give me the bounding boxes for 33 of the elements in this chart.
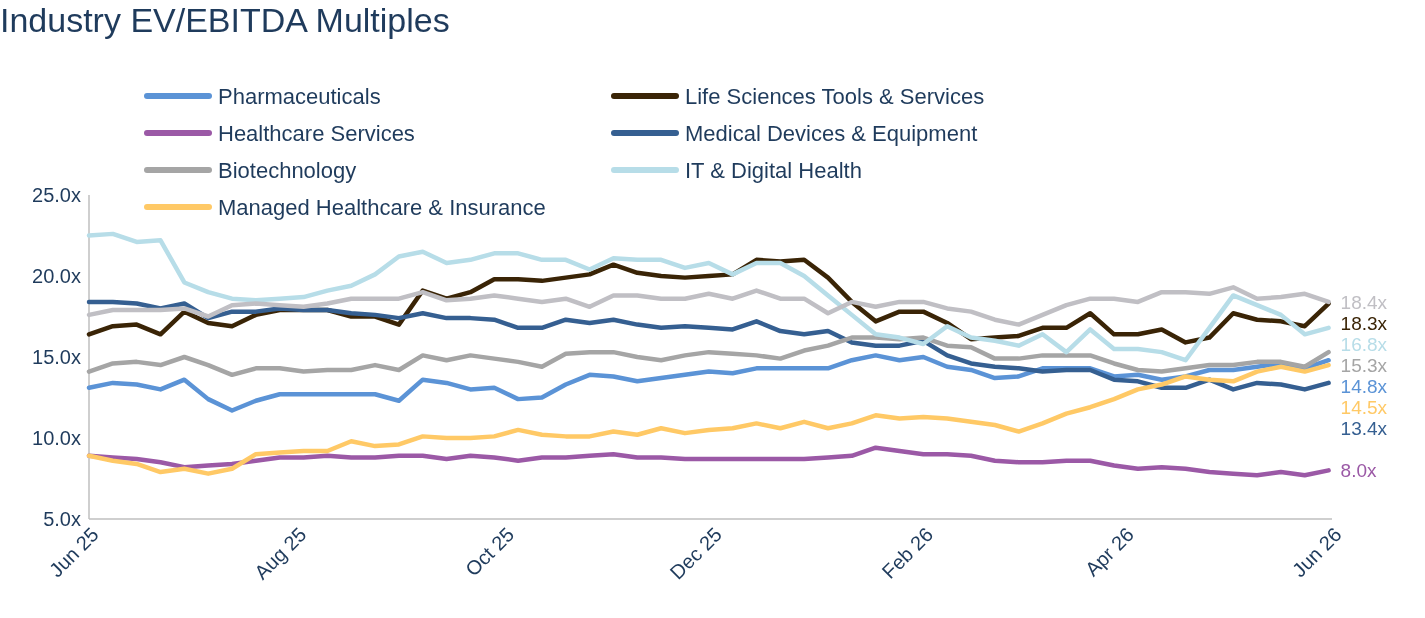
x-tick-label: Oct 25 [461, 523, 519, 581]
line-series [86, 335, 1331, 378]
data-label: 14.5x [1340, 396, 1388, 418]
x-tick-label: Aug 25 [250, 523, 311, 584]
legend-label: Managed Healthcare & Insurance [218, 194, 546, 220]
y-tick-label: 20.0x [32, 265, 81, 287]
legend-label: IT & Digital Health [685, 157, 862, 183]
y-tick-label: 5.0x [43, 508, 81, 530]
legend-label: Medical Devices & Equipment [685, 120, 978, 146]
line-series [86, 362, 1331, 476]
x-tick-label: Jun 26 [1287, 523, 1346, 582]
legend-label: Life Sciences Tools & Services [685, 83, 985, 109]
chart-title: Industry EV/EBITDA Multiples [0, 1, 450, 39]
y-tick-label: 15.0x [32, 346, 81, 368]
y-tick-label: 25.0x [32, 184, 81, 206]
line-series [86, 353, 1331, 413]
line-series [86, 231, 1331, 363]
data-label: 13.4x [1340, 417, 1388, 439]
legend-label: Healthcare Services [218, 120, 415, 146]
data-label: 15.3x [1340, 354, 1388, 376]
x-tick-label: Feb 26 [877, 523, 938, 583]
data-label: 8.0x [1340, 460, 1378, 482]
data-label: 14.8x [1340, 375, 1388, 397]
x-tick-label: Apr 26 [1080, 523, 1139, 581]
data-label: 18.4x [1340, 291, 1388, 313]
data-label: 16.8x [1340, 333, 1388, 355]
line-series [86, 445, 1331, 478]
y-tick-label: 10.0x [32, 427, 81, 449]
legend-label: Biotechnology [218, 157, 357, 183]
x-tick-label: Dec 25 [665, 523, 726, 584]
line-series [86, 299, 1331, 392]
data-label: 18.3x [1340, 312, 1388, 334]
legend-label: Pharmaceuticals [218, 83, 381, 109]
